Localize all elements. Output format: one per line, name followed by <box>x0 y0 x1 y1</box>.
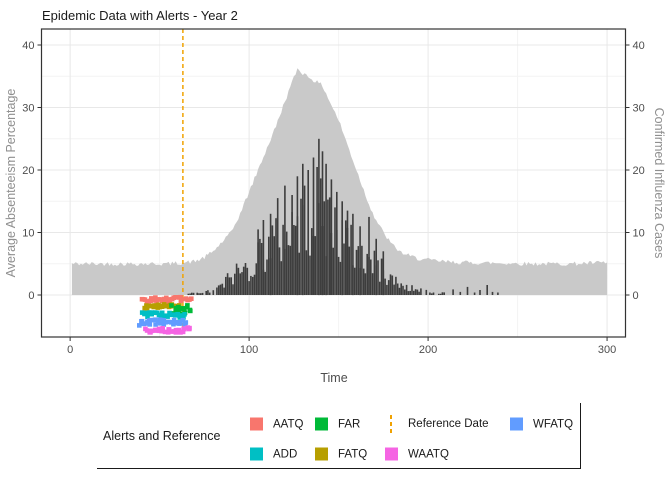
legend-swatch-icon <box>315 417 328 431</box>
svg-text:20: 20 <box>22 165 34 177</box>
legend-item-wfatq: WFATQ <box>510 417 574 431</box>
legend-swatch-icon <box>250 447 263 461</box>
y-axis-title-right: Confirmed Influenza Cases <box>652 107 666 259</box>
legend-item-label: FATQ <box>338 448 368 460</box>
alert-points-aatq <box>139 294 194 304</box>
absenteeism-area <box>71 68 608 295</box>
x-axis-title: Time <box>320 371 348 385</box>
legend-swatch-icon <box>510 417 523 431</box>
legend-swatch-icon <box>315 447 328 461</box>
svg-text:0: 0 <box>67 344 73 356</box>
legend-swatch-icon <box>385 447 398 461</box>
panel-border <box>40 28 627 338</box>
legend-item-label: WFATQ <box>533 418 574 430</box>
svg-text:30: 30 <box>633 103 645 115</box>
legend-item-label: WAATQ <box>408 448 449 460</box>
axis-ticks <box>37 44 630 341</box>
legend-item-far: FAR <box>315 417 361 431</box>
svg-text:40: 40 <box>633 40 645 52</box>
legend-swatch-icon <box>250 417 263 431</box>
legend-title: Alerts and Reference <box>103 428 221 443</box>
alert-points-waatq <box>143 325 192 335</box>
legend-item-add: ADD <box>250 447 298 461</box>
legend-item-label: Reference Date <box>408 418 489 430</box>
svg-text:100: 100 <box>240 344 258 356</box>
alert-points-add <box>139 310 187 320</box>
svg-text:40: 40 <box>22 40 34 52</box>
svg-text:10: 10 <box>633 228 645 240</box>
chart-title: Epidemic Data with Alerts - Year 2 <box>42 8 238 23</box>
legend-item-label: ADD <box>273 448 298 460</box>
axis-tick-labels: 0 0 10 10 20 20 30 30 40 40 0 100 200 300 <box>22 40 645 356</box>
legend-item-fatq: FATQ <box>315 447 368 461</box>
y-axis-title-left: Average Absenteeism Percentage <box>4 88 18 278</box>
svg-text:200: 200 <box>419 344 437 356</box>
svg-text:0: 0 <box>633 290 639 302</box>
legend-item-reference-date: Reference Date <box>385 415 489 433</box>
alert-points-wfatq <box>137 317 189 328</box>
svg-text:20: 20 <box>633 165 645 177</box>
svg-text:30: 30 <box>22 103 34 115</box>
svg-text:10: 10 <box>22 228 34 240</box>
reference-date-line-key-icon <box>390 415 392 433</box>
legend: Alerts and Reference AATQ ADD FAR FATQ Refer… <box>97 403 581 469</box>
legend-item-label: AATQ <box>273 418 304 430</box>
legend-item-label: FAR <box>338 418 361 430</box>
svg-text:0: 0 <box>28 290 34 302</box>
epidemic-chart: 0 0 10 10 20 20 30 30 40 40 0 100 200 300 <box>22 28 645 356</box>
legend-item-waatq: WAATQ <box>385 447 449 461</box>
svg-text:300: 300 <box>598 344 616 356</box>
legend-item-aatq: AATQ <box>250 417 304 431</box>
influenza-bars <box>187 138 499 296</box>
